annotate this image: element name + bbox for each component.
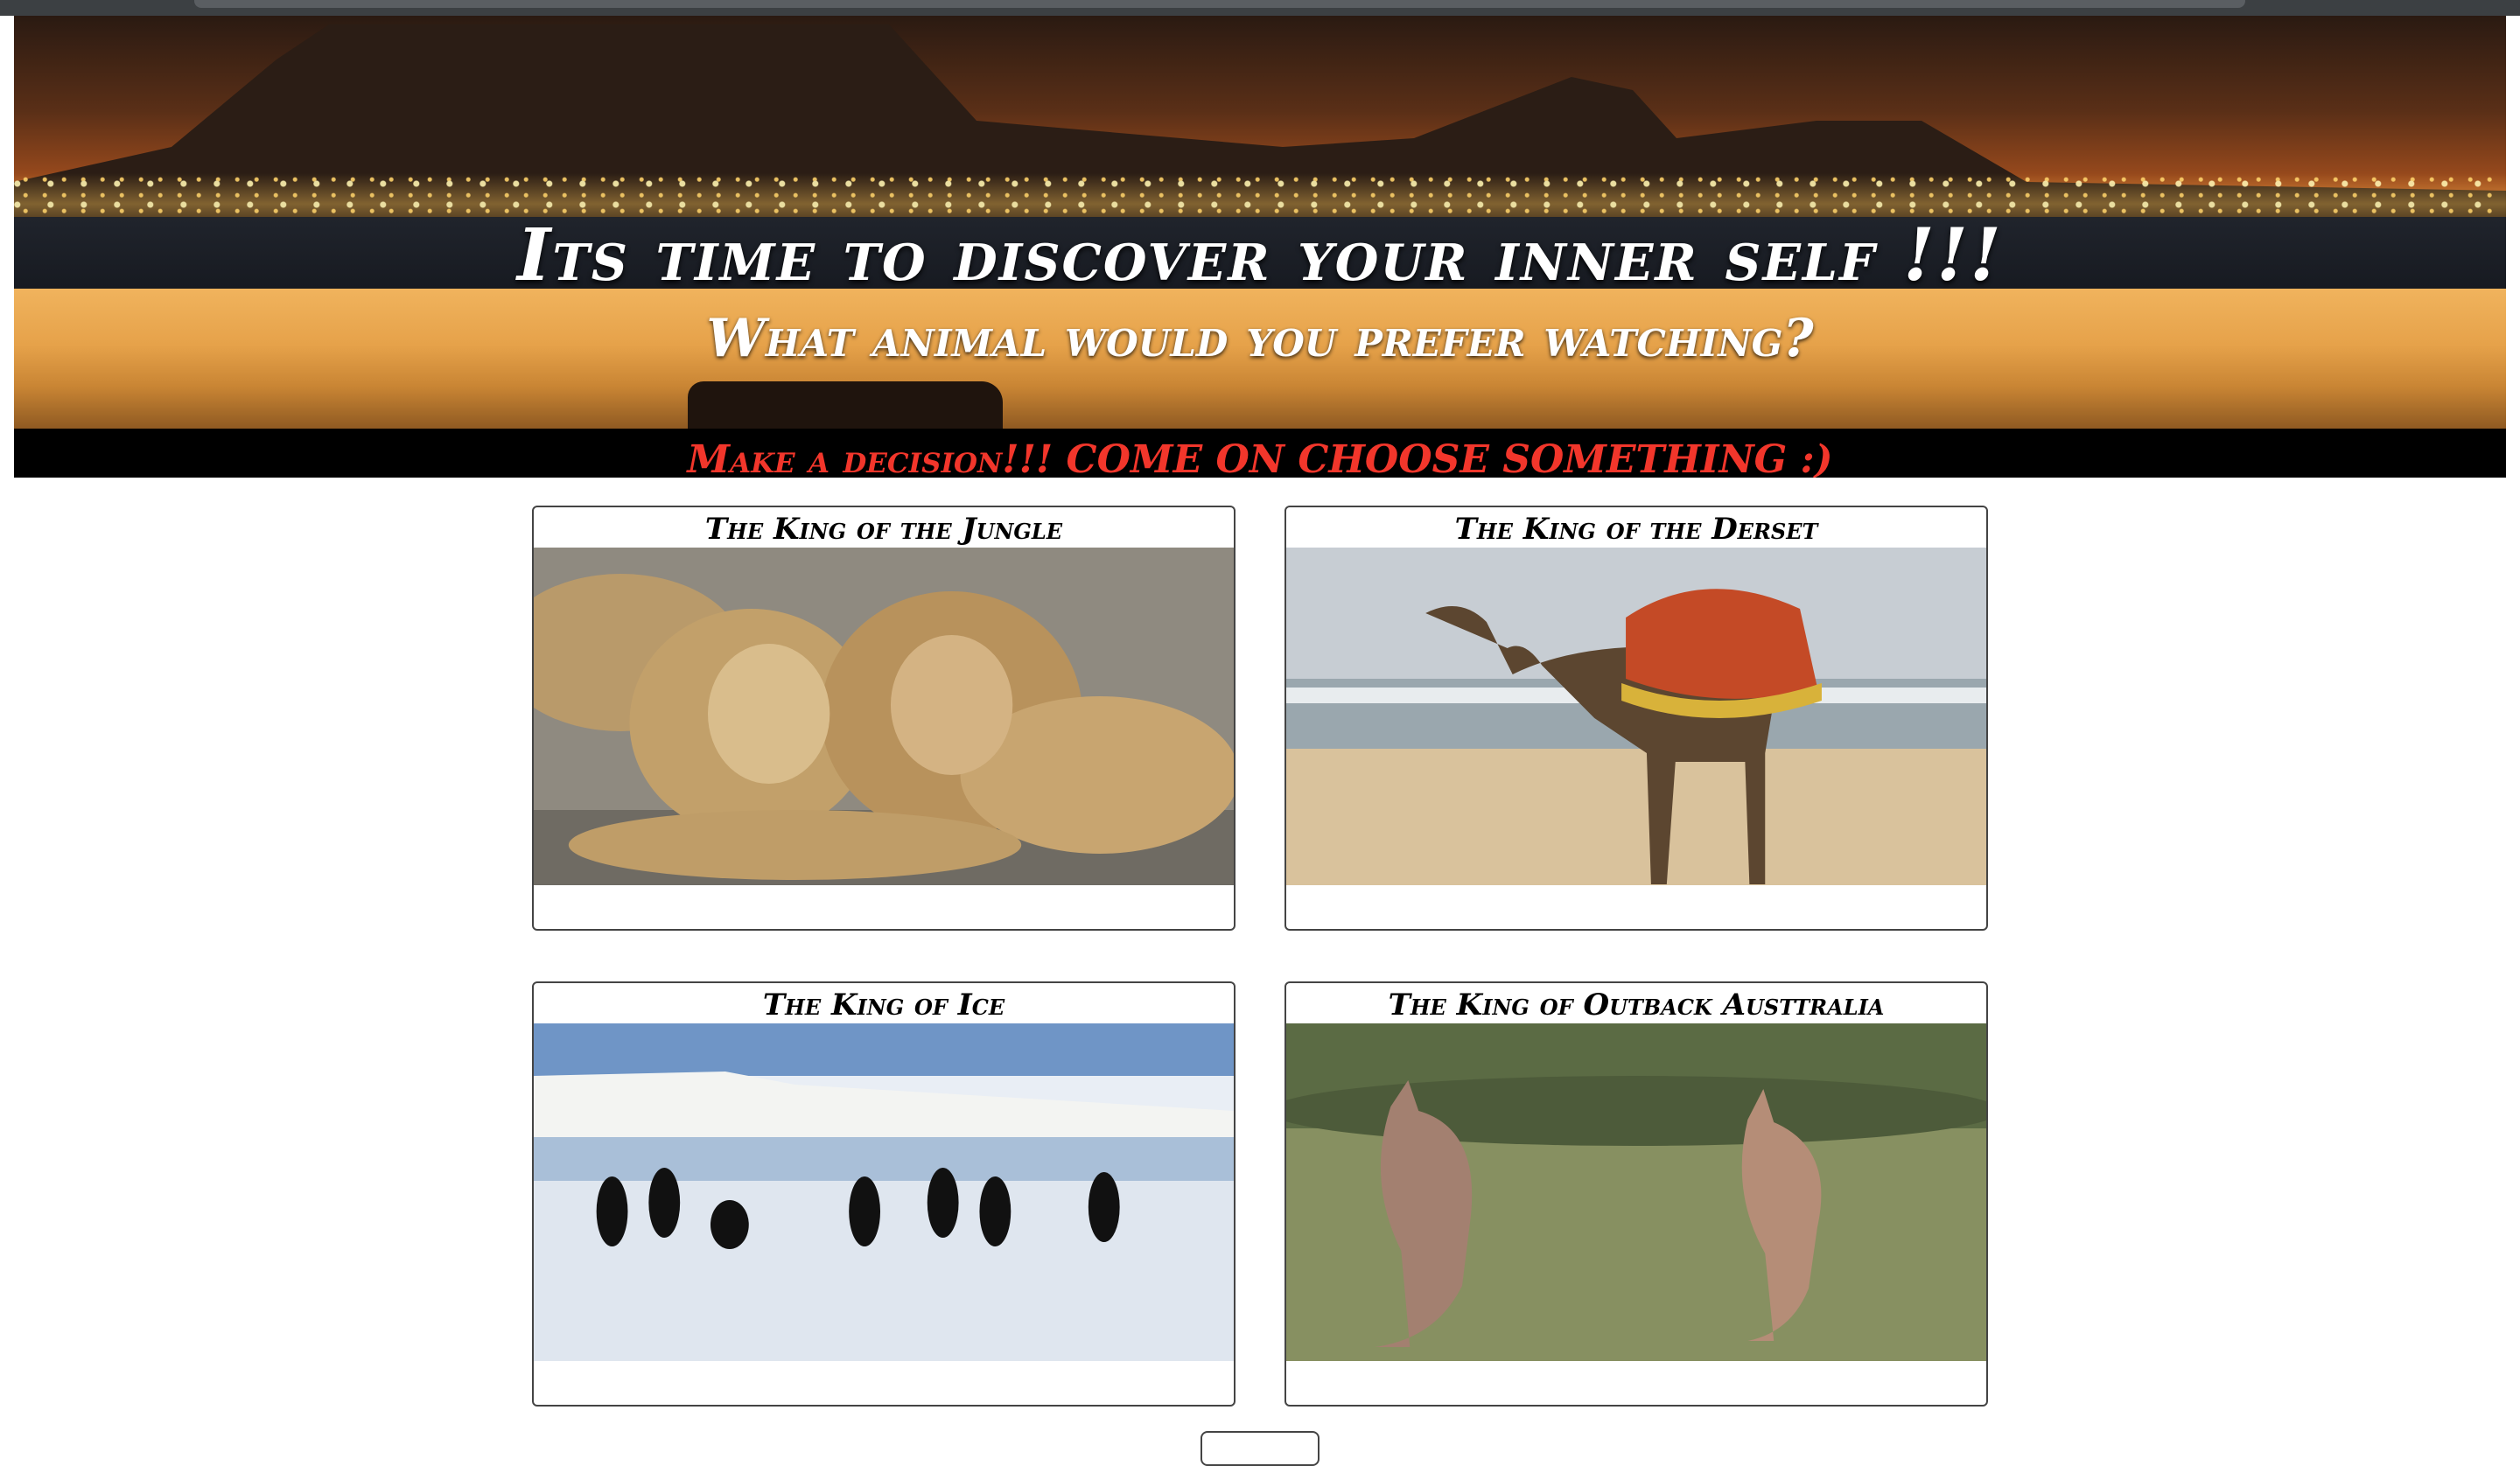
hero-island bbox=[688, 381, 1003, 429]
card-title: The King of the Derset bbox=[1454, 512, 1818, 547]
card-jungle[interactable]: The King of the Jungle bbox=[532, 506, 1236, 931]
penguins-photo[interactable] bbox=[534, 1023, 1234, 1361]
card-ice[interactable]: The King of Ice bbox=[532, 981, 1236, 1407]
page-subtitle: What animal would you prefer watching? bbox=[706, 308, 1814, 369]
next-button[interactable] bbox=[1200, 1431, 1320, 1466]
page-title: Its time to discover your inner self !!! bbox=[516, 213, 2004, 297]
kangaroos-photo[interactable] bbox=[1286, 1023, 1986, 1361]
hero-sunset bbox=[14, 289, 2506, 429]
choice-prompt: Make a decision!!! COME ON CHOOSE SOMETH… bbox=[687, 437, 1833, 478]
card-title: The King of Ice bbox=[762, 988, 1005, 1023]
card-title: The King of Outback Austtralia bbox=[1388, 988, 1885, 1023]
hero-banner: Its time to discover your inner self !!!… bbox=[14, 16, 2506, 478]
card-title: The King of the Jungle bbox=[704, 512, 1063, 547]
card-desert[interactable]: The King of the Derset bbox=[1284, 506, 1988, 931]
camel-photo[interactable] bbox=[1286, 548, 1986, 885]
hero-sea bbox=[14, 217, 2506, 289]
hero-prompt-band bbox=[14, 429, 2506, 478]
browser-top-bar bbox=[0, 0, 2520, 16]
lions-photo[interactable] bbox=[534, 548, 1234, 885]
card-outback[interactable]: The King of Outback Austtralia bbox=[1284, 981, 1988, 1407]
browser-scroll-track bbox=[194, 0, 2245, 8]
